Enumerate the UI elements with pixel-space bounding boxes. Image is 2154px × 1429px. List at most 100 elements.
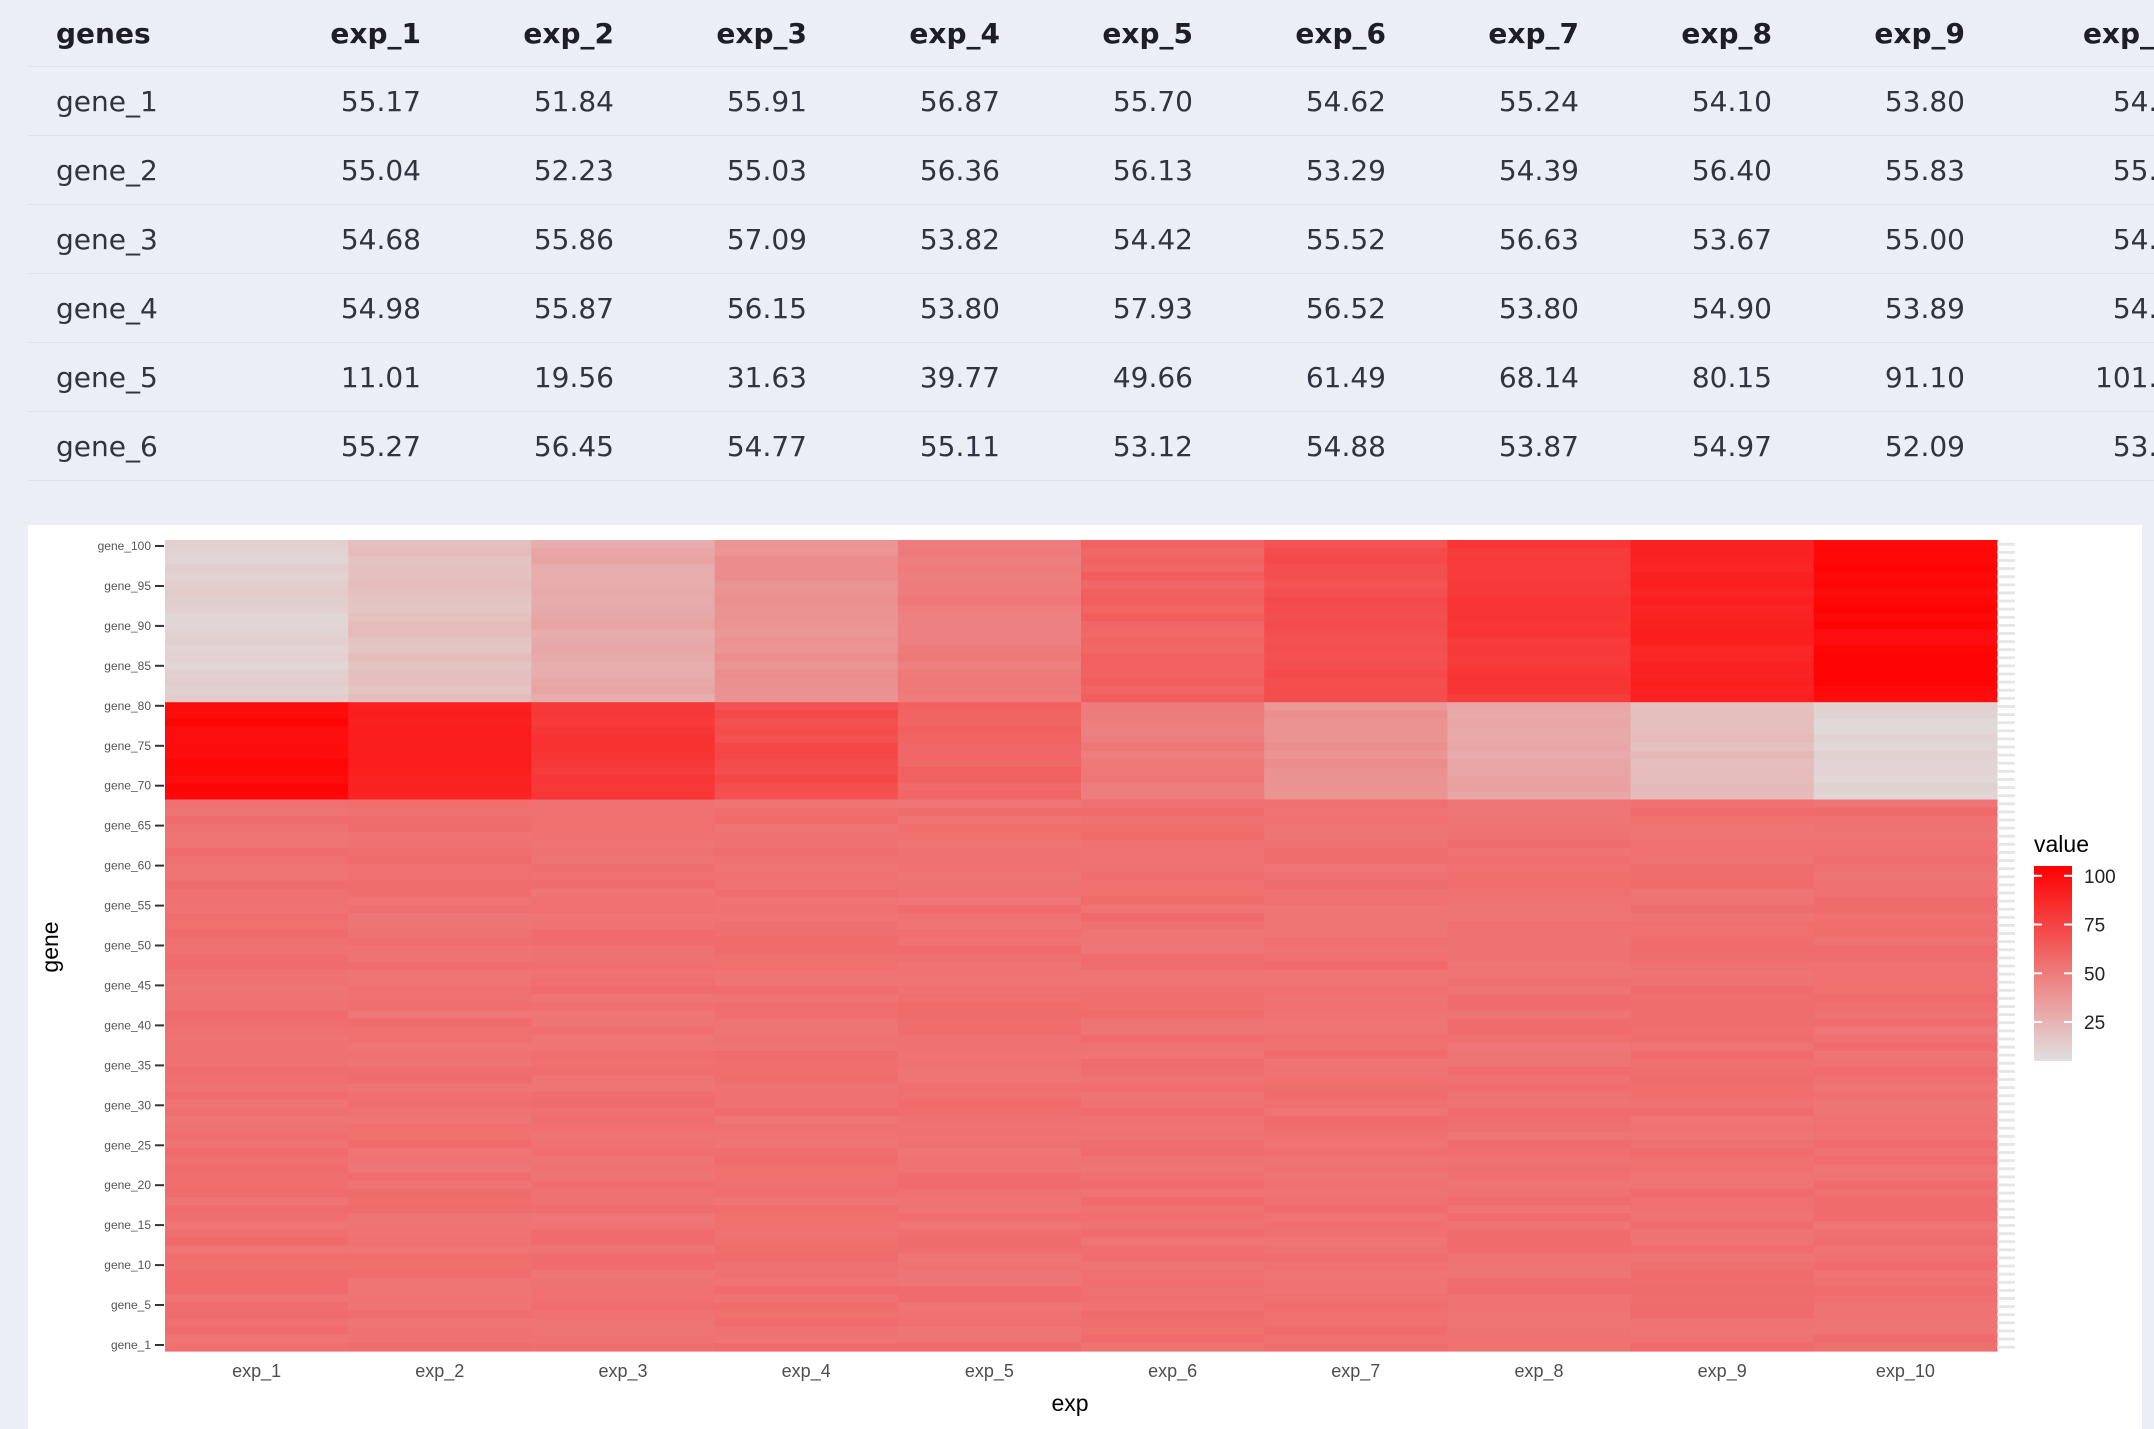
- grid-stripe: [1997, 851, 2015, 854]
- heatmap-cell: [348, 621, 532, 630]
- heatmap-cell: [897, 612, 1082, 622]
- heatmap-cell: [1813, 1075, 1998, 1084]
- heatmap-cell: [714, 791, 899, 801]
- y-tick-label: gene_75: [104, 739, 151, 753]
- heatmap-cell: [1264, 1172, 1448, 1182]
- heatmap-cell: [1264, 726, 1448, 736]
- heatmap-cell: [1447, 1115, 1632, 1125]
- heatmap-cell: [1447, 1107, 1632, 1117]
- heatmap-cell: [714, 823, 899, 833]
- heatmap-cell: [714, 1294, 899, 1303]
- heatmap-cell: [1447, 734, 1632, 744]
- heatmap-cell: [1264, 856, 1448, 865]
- heatmap-cell: [897, 969, 1082, 979]
- heatmap-cell: [1813, 856, 1998, 865]
- y-tick-label: gene_70: [104, 779, 151, 793]
- heatmap-cell: [1630, 1042, 1815, 1052]
- heatmap-cell: [1264, 1099, 1448, 1109]
- column-header[interactable]: exp_8: [1607, 0, 1800, 67]
- heatmap-cell: [1264, 840, 1448, 849]
- heatmap-cell: [1630, 742, 1815, 752]
- heatmap-cell: [348, 758, 532, 768]
- heatmap-cell: [897, 580, 1082, 590]
- column-header[interactable]: exp_6: [1221, 0, 1414, 67]
- heatmap-cell: [1264, 791, 1448, 801]
- heatmap-cell: [165, 1213, 349, 1222]
- heatmap-cell: [1630, 1302, 1815, 1312]
- heatmap-cell: [1264, 1286, 1448, 1295]
- heatmap-cell: [1447, 840, 1632, 849]
- heatmap-cell: [897, 1107, 1082, 1117]
- heatmap-cell: [165, 1115, 349, 1125]
- column-header[interactable]: exp_9: [1800, 0, 1993, 67]
- heatmap-cell: [1813, 758, 1998, 768]
- column-header[interactable]: exp_10: [1993, 0, 2154, 67]
- heatmap-cell: [897, 1067, 1082, 1076]
- column-header[interactable]: exp_5: [1028, 0, 1221, 67]
- y-tick-label: gene_80: [104, 699, 151, 713]
- heatmap-cell: [531, 1018, 716, 1028]
- heatmap-cell: [1264, 1334, 1448, 1344]
- column-header[interactable]: exp_4: [835, 0, 1028, 67]
- heatmap-cell: [1447, 1067, 1632, 1076]
- heatmap-cell: [165, 1099, 349, 1109]
- heatmap-cell: [1081, 580, 1265, 590]
- column-header[interactable]: exp_2: [449, 0, 642, 67]
- grid-stripe: [1997, 591, 2015, 595]
- column-header[interactable]: genes: [28, 0, 256, 67]
- value-cell: 57.09: [642, 204, 835, 274]
- heatmap-cell: [531, 596, 716, 606]
- table-row: gene_4 54.98 55.87 56.15 53.80 57.93 56.52 53.8…: [28, 273, 2154, 343]
- heatmap-cell: [348, 945, 532, 955]
- heatmap-cell: [165, 677, 349, 687]
- heatmap-cell: [1447, 1334, 1632, 1344]
- heatmap-cell: [1630, 986, 1815, 995]
- column-header[interactable]: exp_1: [256, 0, 449, 67]
- heatmap-cell: [1813, 604, 1998, 614]
- heatmap-cell: [1264, 1245, 1448, 1255]
- grid-stripe: [1997, 1094, 2015, 1098]
- heatmap-cell: [897, 1286, 1082, 1295]
- grid-stripe: [1997, 1118, 2015, 1122]
- heatmap-cell: [1264, 596, 1448, 606]
- heatmap-cell: [1081, 1107, 1265, 1117]
- heatmap-cell: [1447, 823, 1632, 833]
- heatmap-cell: [1630, 540, 1815, 549]
- heatmap-cell: [165, 791, 349, 801]
- heatmap-cell: [165, 1205, 349, 1214]
- y-tick-label: gene_50: [104, 939, 151, 953]
- grid-stripe: [1997, 1264, 2015, 1268]
- heatmap-cell: [531, 1156, 716, 1166]
- heatmap-cell: [1630, 1099, 1815, 1109]
- heatmap-cell: [1081, 1042, 1265, 1052]
- heatmap-cell: [531, 1196, 716, 1206]
- heatmap-cell: [1447, 767, 1632, 776]
- grid-stripe: [1997, 988, 2015, 992]
- gene-name-cell: gene_2: [28, 135, 256, 205]
- heatmap-cell: [165, 904, 349, 914]
- heatmap-cell: [531, 888, 716, 898]
- heatmap-cell: [348, 831, 532, 841]
- grid-stripe: [1997, 1175, 2015, 1179]
- heatmap-cell: [531, 1302, 716, 1312]
- heatmap-cell: [165, 961, 349, 971]
- heatmap-cell: [348, 1180, 532, 1190]
- grid-stripe: [1997, 1337, 2015, 1341]
- heatmap-cell: [165, 977, 349, 987]
- heatmap-cell: [1447, 718, 1632, 728]
- column-header[interactable]: exp_3: [642, 0, 835, 67]
- column-header[interactable]: exp_7: [1414, 0, 1607, 67]
- heatmap-cell: [531, 1099, 716, 1109]
- heatmap-cell: [1447, 1059, 1632, 1068]
- heatmap-cell: [348, 840, 532, 849]
- heatmap-cell: [531, 823, 716, 833]
- heatmap-cell: [897, 1123, 1082, 1133]
- heatmap-cell: [1630, 750, 1815, 760]
- heatmap-cell: [531, 726, 716, 736]
- heatmap-cell: [1630, 775, 1815, 784]
- value-cell: 39.77: [835, 342, 1028, 412]
- heatmap-cell: [897, 1018, 1082, 1028]
- heatmap-cell: [531, 856, 716, 865]
- heatmap-cell: [714, 1326, 899, 1336]
- heatmap-cell: [1264, 694, 1448, 703]
